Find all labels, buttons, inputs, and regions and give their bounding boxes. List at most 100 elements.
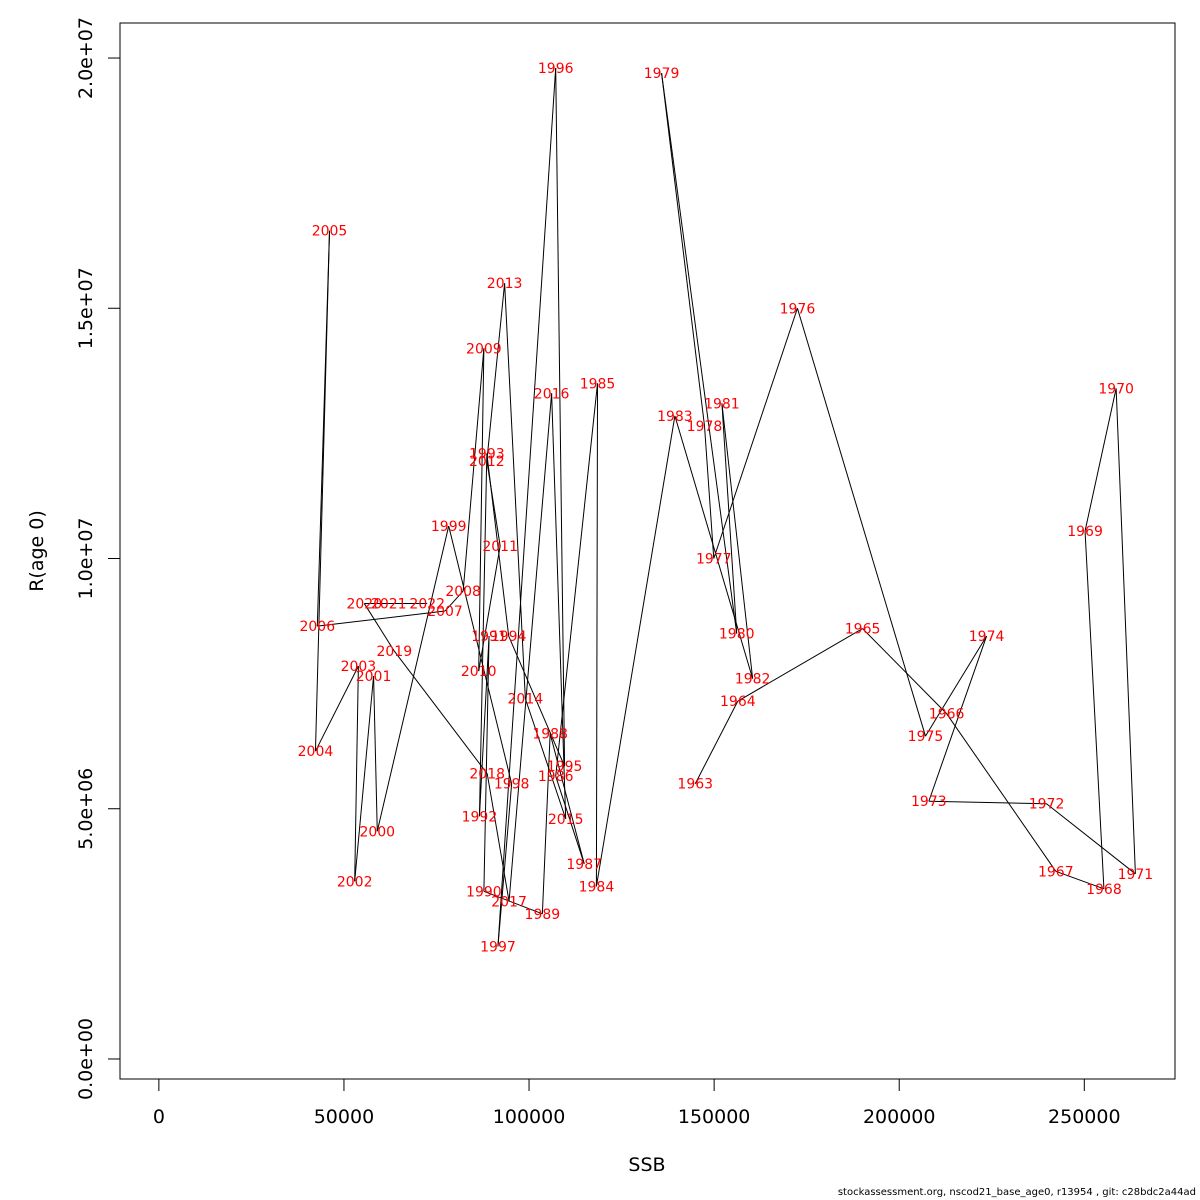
- trajectory-segment: [721, 403, 754, 679]
- year-label-1994: 1994: [491, 629, 527, 645]
- trajectory-segment: [486, 283, 506, 461]
- trajectory-segment: [448, 525, 513, 784]
- trajectory-segment: [508, 635, 566, 767]
- x-tick-label: 150000: [678, 1106, 751, 1128]
- year-label-2007: 2007: [427, 604, 463, 620]
- year-label-1977: 1977: [696, 552, 732, 568]
- trajectory-segment: [555, 383, 599, 777]
- y-tick-label: 1.5e+07: [75, 267, 97, 349]
- x-axis-title: SSB: [628, 1154, 665, 1176]
- year-label-1983: 1983: [657, 409, 693, 425]
- year-label-2008: 2008: [445, 584, 481, 600]
- year-label-1998: 1998: [494, 777, 530, 793]
- trajectory-segment: [551, 393, 567, 819]
- year-label-2012: 2012: [469, 454, 505, 470]
- trajectory-segment: [315, 665, 359, 752]
- year-labels: 1963 1964 1965 1966 1967 1968 1969 1970 1971 1972…: [298, 61, 1154, 955]
- trajectory-segment: [354, 676, 375, 882]
- year-label-1984: 1984: [579, 879, 615, 895]
- year-label-1969: 1969: [1067, 524, 1103, 540]
- year-label-1987: 1987: [566, 857, 602, 873]
- x-axis: 0 50000 100000 150000 200000 250000: [153, 1078, 1121, 1128]
- year-label-1985: 1985: [580, 376, 616, 392]
- trajectory-segment: [376, 525, 450, 832]
- trajectory-segment: [925, 635, 988, 737]
- year-label-2003: 2003: [341, 659, 377, 675]
- year-label-2011: 2011: [482, 539, 518, 555]
- trajectory-segment: [373, 676, 378, 832]
- trajectory-segment: [555, 68, 566, 767]
- trajectory-segment: [595, 383, 599, 887]
- year-label-1975: 1975: [908, 729, 944, 745]
- year-label-2019: 2019: [376, 644, 412, 660]
- year-label-1974: 1974: [969, 629, 1005, 645]
- trajectory-segment: [354, 666, 359, 882]
- trajectory-segment: [478, 453, 488, 817]
- year-label-1967: 1967: [1038, 864, 1074, 880]
- x-tick-label: 50000: [314, 1106, 374, 1128]
- year-label-1991: 1991: [471, 629, 507, 645]
- trajectory-segment: [483, 636, 490, 892]
- trajectory-segment: [674, 415, 754, 679]
- year-label-1990: 1990: [466, 884, 502, 900]
- trajectory-segment: [862, 628, 947, 715]
- year-label-1971: 1971: [1118, 867, 1154, 883]
- y-tick-label: 1.0e+07: [75, 517, 97, 599]
- trajectory-segment: [541, 733, 551, 914]
- plot-frame: [119, 22, 1176, 1080]
- trajectory-segment: [1084, 388, 1117, 532]
- trajectory-segment: [508, 393, 553, 902]
- trajectory-segment: [1115, 388, 1136, 874]
- year-label-2004: 2004: [298, 744, 334, 760]
- year-label-1970: 1970: [1098, 381, 1134, 397]
- trajectory-segment: [661, 72, 738, 634]
- year-label-2016: 2016: [534, 386, 570, 402]
- y-axis-title: R(age 0): [26, 510, 48, 592]
- year-label-2002: 2002: [337, 874, 373, 890]
- year-label-1982: 1982: [735, 672, 771, 688]
- trajectory-segment: [1084, 530, 1105, 889]
- x-tick-label: 250000: [1048, 1106, 1121, 1128]
- y-tick-label: 5.0e+06: [75, 768, 97, 850]
- trajectory-segment: [661, 72, 706, 426]
- year-label-1966: 1966: [929, 707, 965, 723]
- year-label-1979: 1979: [644, 66, 680, 82]
- year-label-1999: 1999: [431, 519, 467, 535]
- x-tick-label: 100000: [493, 1106, 566, 1128]
- year-label-1972: 1972: [1029, 797, 1065, 813]
- year-label-1978: 1978: [687, 419, 723, 435]
- year-label-2010: 2010: [461, 664, 497, 680]
- year-label-2021: 2021: [371, 597, 407, 613]
- year-label-2015: 2015: [548, 812, 584, 828]
- trajectory-segment: [393, 650, 488, 775]
- trajectory-segment: [713, 308, 798, 559]
- year-label-1968: 1968: [1086, 882, 1122, 898]
- year-label-2017: 2017: [491, 894, 527, 910]
- trajectory-segment: [497, 68, 557, 947]
- trajectory-segment: [486, 460, 501, 547]
- year-label-2000: 2000: [359, 824, 395, 840]
- x-tick-label: 200000: [863, 1106, 936, 1128]
- trajectory-segment: [595, 415, 676, 887]
- y-axis: 0.0e+00 5.0e+06 1.0e+07 1.5e+07 2.0e+07: [75, 17, 121, 1100]
- year-label-1997: 1997: [480, 939, 516, 955]
- trajectory-segment: [462, 348, 485, 592]
- trajectory-segment: [524, 698, 567, 819]
- year-label-1995: 1995: [547, 759, 583, 775]
- trajectory-segment: [694, 700, 739, 784]
- year-label-2009: 2009: [466, 341, 502, 357]
- trajectory-segment: [796, 308, 926, 737]
- year-label-2020: 2020: [346, 597, 382, 613]
- trajectory-segment: [721, 403, 738, 634]
- trajectory-segment: [704, 425, 715, 559]
- year-label-2013: 2013: [487, 276, 523, 292]
- trajectory-segment: [444, 590, 464, 612]
- trajectory-segment: [497, 783, 513, 947]
- trajectory-segment: [486, 773, 510, 902]
- year-label-1976: 1976: [780, 301, 816, 317]
- footer-caption: stockassessment.org, nscod21_base_age0, …: [837, 1187, 1196, 1198]
- trajectory-segment: [363, 603, 395, 652]
- year-label-2022: 2022: [409, 597, 445, 613]
- year-label-1981: 1981: [704, 396, 740, 412]
